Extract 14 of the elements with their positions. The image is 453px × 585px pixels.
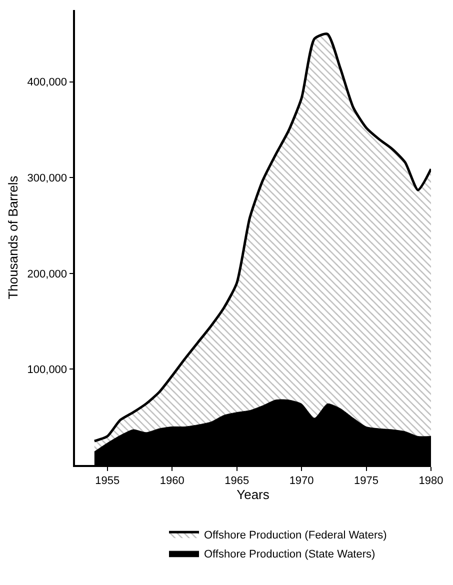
x-tick-label: 1975	[354, 474, 379, 487]
legend-label: Offshore Production (State Waters)	[204, 548, 376, 560]
x-tick-label: 1970	[289, 474, 314, 487]
x-tick-label: 1965	[224, 474, 250, 487]
x-tick-label: 1980	[418, 474, 444, 487]
y-tick-label: 100,000	[27, 364, 68, 376]
y-tick-label: 300,000	[27, 172, 68, 184]
y-tick-label: 400,000	[27, 76, 68, 89]
x-axis-title: Years	[236, 487, 270, 502]
x-tick-label: 1955	[95, 474, 120, 487]
x-tick-label: 1960	[160, 474, 184, 487]
y-tick-label: 200,000	[27, 268, 68, 280]
y-axis-title: Thousands of Barrels	[6, 175, 21, 300]
legend-label: Offshore Production (Federal Waters)	[204, 529, 387, 542]
